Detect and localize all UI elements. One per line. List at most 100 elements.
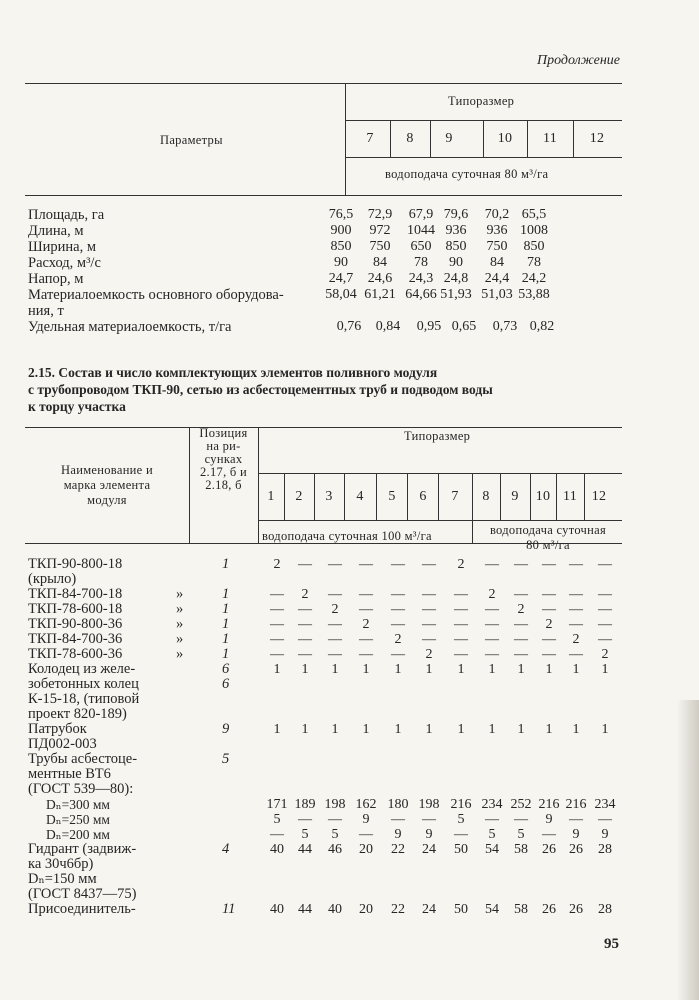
cell-value: —	[542, 602, 556, 617]
cell-value: —	[298, 812, 312, 827]
cell-value: 9	[362, 812, 370, 827]
water-supply-80-line: водоподача суточная	[489, 523, 607, 537]
cell-value: —	[270, 647, 284, 662]
cell-value: —	[514, 557, 528, 572]
cell-value: 44	[298, 842, 312, 857]
cell-value: —	[454, 602, 468, 617]
cell-value: 189	[294, 797, 316, 812]
size-number: 3	[325, 489, 333, 504]
cell-value: —	[359, 632, 373, 647]
cell-value: 198	[324, 797, 346, 812]
cell-value: 90	[449, 255, 463, 270]
size-number: 10	[535, 489, 551, 504]
cell-value: —	[391, 617, 405, 632]
cell-value: —	[328, 587, 342, 602]
caption-line: с трубопроводом ТКП-90, сетью из асбесто…	[28, 382, 493, 397]
cell-divider	[314, 473, 315, 520]
row-label: ния, т	[28, 303, 64, 319]
cell-value: 64,66	[405, 287, 437, 302]
cell-value: —	[298, 632, 312, 647]
water-supply-100: водоподача суточная 100 м³/га	[262, 529, 432, 543]
cell-value: —	[485, 647, 499, 662]
cell-value: 90	[334, 255, 348, 270]
cell-value: 58	[514, 902, 528, 917]
cell-value: 24	[422, 842, 436, 857]
cell-value: 1	[572, 662, 580, 677]
size-number: 12	[589, 131, 605, 146]
position-header-line: сунках	[204, 452, 243, 466]
cell-value: 65,5	[521, 207, 547, 222]
row-label: Dₙ=200 мм	[46, 827, 110, 842]
cell-value: 2	[488, 587, 496, 602]
name-header-line: марка элемента	[63, 478, 151, 492]
cell-value: 50	[454, 842, 468, 857]
cell-value: 5	[488, 827, 496, 842]
size-header-2: Типоразмер	[404, 429, 471, 443]
row-label: ПД002-003	[28, 736, 97, 752]
cell-value: —	[485, 602, 499, 617]
size-number: 11	[542, 131, 558, 146]
cell-value: —	[569, 812, 583, 827]
cell-value: 9	[601, 827, 609, 842]
cell-value: 20	[359, 842, 373, 857]
row-label: Удельная материалоемкость, т/га	[28, 319, 232, 335]
cell-value: 936	[486, 223, 508, 238]
cell-value: 84	[373, 255, 387, 270]
cell-value: —	[454, 827, 468, 842]
cell-value: 1	[273, 722, 281, 737]
cell-value: 972	[369, 223, 391, 238]
row-label: К-15-18, (типовой	[28, 691, 140, 707]
size-number: 2	[295, 489, 303, 504]
cell-value: 1	[301, 722, 309, 737]
cell-value: —	[422, 587, 436, 602]
cell-divider	[556, 473, 557, 520]
cell-value: 1	[362, 662, 370, 677]
ditto-mark: »	[176, 616, 184, 632]
cell-value: 76,5	[328, 207, 354, 222]
cell-value: 1	[601, 662, 609, 677]
cell-value: 67,9	[408, 207, 434, 222]
cell-value: —	[598, 557, 612, 572]
row-label: Dₙ=150 мм	[28, 871, 97, 887]
cell-value: —	[514, 587, 528, 602]
size-number: 8	[406, 131, 414, 146]
cell-value: 750	[486, 239, 508, 254]
cell-value: 1	[425, 662, 433, 677]
row-label: Напор, м	[28, 271, 84, 287]
row-label: ТКП-84-700-36	[28, 631, 123, 647]
cell-value: 1	[488, 722, 496, 737]
cell-value: 1	[273, 662, 281, 677]
cell-value: 40	[270, 842, 284, 857]
cell-value: 9	[545, 812, 553, 827]
cell-value: 1	[601, 722, 609, 737]
cell-value: 40	[328, 902, 342, 917]
cell-value: 24,8	[443, 271, 469, 286]
cell-value: —	[542, 557, 556, 572]
size-number: 6	[419, 489, 427, 504]
cell-value: 0,84	[375, 319, 401, 334]
cell-value: 5	[273, 812, 281, 827]
cell-value: 234	[481, 797, 503, 812]
cell-value: 162	[355, 797, 377, 812]
cell-value: —	[270, 602, 284, 617]
continuation-label: Продолжение	[537, 53, 620, 68]
cell-value: —	[359, 557, 373, 572]
ditto-mark: »	[176, 601, 184, 617]
cell-value: 28	[598, 842, 612, 857]
cell-value: 0,73	[492, 319, 518, 334]
cell-value: 1	[425, 722, 433, 737]
cell-value: —	[328, 812, 342, 827]
cell-value: 1	[488, 662, 496, 677]
cell-value: 84	[490, 255, 504, 270]
cell-value: 9	[394, 827, 402, 842]
row-label: (ГОСТ 8437—75)	[28, 886, 137, 902]
cell-value: 5	[301, 827, 309, 842]
row-label: ТКП-78-600-18	[28, 601, 123, 617]
cell-value: 216	[565, 797, 587, 812]
cell-value: 2	[273, 557, 281, 572]
cell-value: 72,9	[367, 207, 393, 222]
cell-divider	[344, 473, 345, 520]
cell-value: 70,2	[484, 207, 510, 222]
cell-value: 2	[572, 632, 580, 647]
row-label: Расход, м³/с	[28, 255, 101, 271]
